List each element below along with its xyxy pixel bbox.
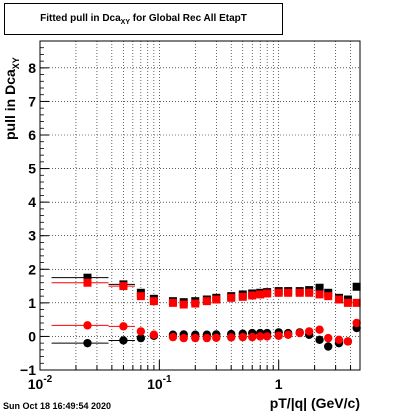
y-tick-label: −1: [20, 362, 36, 378]
data-point-square: [324, 292, 333, 301]
data-point-circle: [168, 332, 178, 342]
data-point-circle: [274, 331, 283, 340]
data-point-square: [227, 293, 236, 302]
data-point-circle: [83, 338, 92, 348]
data-point-square: [305, 288, 314, 297]
data-point-square: [238, 292, 247, 301]
data-point-square: [191, 299, 200, 308]
data-point-circle: [262, 332, 272, 341]
data-point-square: [352, 298, 361, 307]
data-point-square: [179, 300, 188, 309]
data-point-circle: [324, 333, 333, 343]
data-point-circle: [202, 333, 212, 343]
x-tick-label-exponent: -1: [163, 374, 172, 385]
data-point-square: [352, 282, 361, 291]
y-axis-label: pull in DcaXY: [2, 0, 21, 140]
data-point-square: [136, 292, 145, 301]
data-point-square: [83, 278, 92, 287]
data-point-square: [295, 288, 304, 297]
data-point-circle: [343, 337, 353, 346]
x-tick-label: 1: [275, 376, 283, 392]
data-point-square: [274, 288, 283, 297]
grid-layer: [39, 41, 360, 370]
plot-frame: [39, 40, 361, 371]
data-point-circle: [136, 327, 146, 336]
data-point-circle: [352, 318, 361, 328]
x-tick-label-base: 1: [275, 376, 283, 392]
y-axis-label-main: pull in Dca: [2, 69, 18, 140]
chart-title-box: Fitted pull in DcaXY for Global Rec All …: [4, 3, 283, 35]
y-tick-label: 0: [28, 328, 36, 344]
data-point-circle: [304, 327, 314, 336]
data-point-circle: [315, 325, 324, 334]
y-tick-label: 2: [28, 261, 36, 277]
data-point-circle: [179, 333, 188, 343]
x-tick-label: 10-2: [28, 374, 53, 392]
data-point-square: [168, 298, 177, 307]
data-point-square: [334, 295, 343, 304]
data-point-square: [248, 291, 257, 300]
data-point-square: [284, 288, 293, 297]
data-point-square: [83, 273, 92, 282]
y-tick-label: 1: [28, 295, 36, 311]
x-tick-label-base: 10: [147, 376, 163, 392]
data-point-square: [256, 290, 265, 299]
data-point-square: [263, 289, 272, 298]
y-tick-label: 5: [28, 161, 36, 177]
data-point-circle: [227, 333, 236, 342]
x-axis-label: pT/|q| (GeV/c): [269, 395, 360, 411]
chart-title-prefix: Fitted pull in Dca: [40, 13, 121, 24]
data-point-square: [149, 297, 158, 306]
data-point-circle: [248, 332, 257, 342]
data-point-square: [315, 283, 324, 292]
data-point-square: [343, 298, 352, 307]
data-point-circle: [191, 333, 200, 343]
data-point-square: [202, 297, 211, 306]
y-tick-label: 4: [28, 194, 36, 210]
y-tick-label: 7: [28, 93, 36, 109]
data-point-circle: [324, 342, 333, 351]
data-point-circle: [149, 330, 159, 339]
data-point-circle: [283, 330, 293, 339]
data-point-circle: [238, 332, 247, 342]
y-tick-label: 8: [28, 60, 36, 76]
data-point-circle: [119, 336, 128, 345]
series-layer: [51, 273, 361, 351]
data-point-circle: [315, 335, 324, 344]
data-point-circle: [212, 333, 221, 342]
y-tick-label: 6: [28, 127, 36, 143]
data-point-square: [315, 290, 324, 299]
data-point-circle: [83, 321, 92, 330]
x-tick-label: 10-1: [147, 374, 172, 392]
data-point-square: [212, 295, 221, 304]
data-point-circle: [256, 332, 265, 341]
data-point-circle: [334, 335, 344, 344]
data-point-square: [119, 282, 128, 291]
x-tick-label-base: 10: [28, 376, 44, 392]
data-point-circle: [136, 333, 146, 343]
y-tick-label: 3: [28, 228, 36, 244]
chart-title: Fitted pull in DcaXY for Global Rec All …: [5, 13, 282, 26]
chart-title-subscript: XY: [120, 19, 131, 26]
data-point-circle: [119, 322, 128, 331]
x-tick-label-exponent: -2: [43, 374, 52, 385]
chart-title-suffix: for Global Rec All EtapT: [130, 13, 247, 24]
data-point-circle: [295, 328, 304, 338]
y-axis-label-subscript: XY: [11, 57, 21, 70]
timestamp: Sun Oct 18 16:49:54 2020: [3, 401, 112, 411]
